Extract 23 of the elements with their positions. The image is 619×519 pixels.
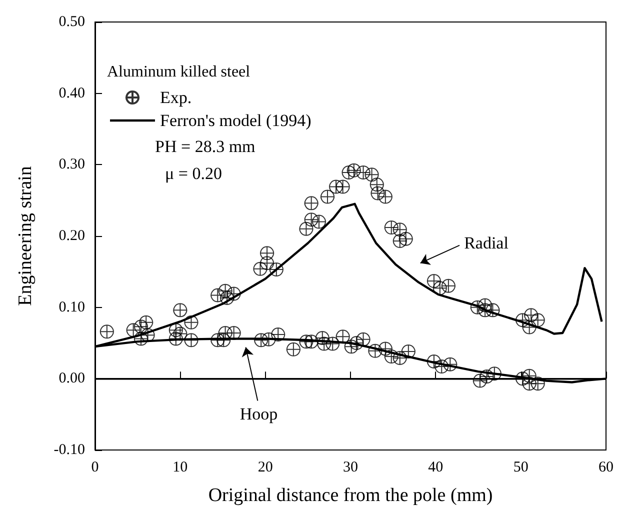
x-tick-label: 40: [428, 460, 444, 476]
y-tick-label: 0.10: [58, 299, 85, 316]
x-tick-label: 60: [598, 460, 614, 476]
x-tick-label: 20: [258, 460, 273, 476]
x-tick-label: 10: [172, 460, 188, 476]
x-tick-label: 50: [513, 460, 528, 476]
y-tick-label: -0.10: [54, 442, 85, 458]
y-tick-label: 0.20: [58, 228, 85, 244]
legend-label: Exp.: [160, 88, 192, 107]
annotation: Radial: [464, 234, 509, 253]
y-tick-label: 0.50: [58, 14, 85, 30]
y-axis-title: Engineering strain: [15, 166, 36, 306]
y-tick-label: 0.30: [58, 156, 85, 173]
annotation: PH = 28.3 mm: [155, 137, 256, 156]
annotation: μ = 0.20: [165, 164, 222, 183]
legend-title: Aluminum killed steel: [107, 64, 251, 80]
legend-label: Ferron's model (1994): [160, 111, 312, 130]
y-tick-label: 0.00: [58, 370, 85, 387]
y-tick-label: 0.40: [58, 85, 85, 102]
x-tick-label: 0: [91, 460, 99, 476]
x-axis-title: Original distance from the pole (mm): [208, 485, 493, 506]
x-tick-label: 30: [343, 460, 358, 476]
annotation: Hoop: [240, 404, 278, 424]
